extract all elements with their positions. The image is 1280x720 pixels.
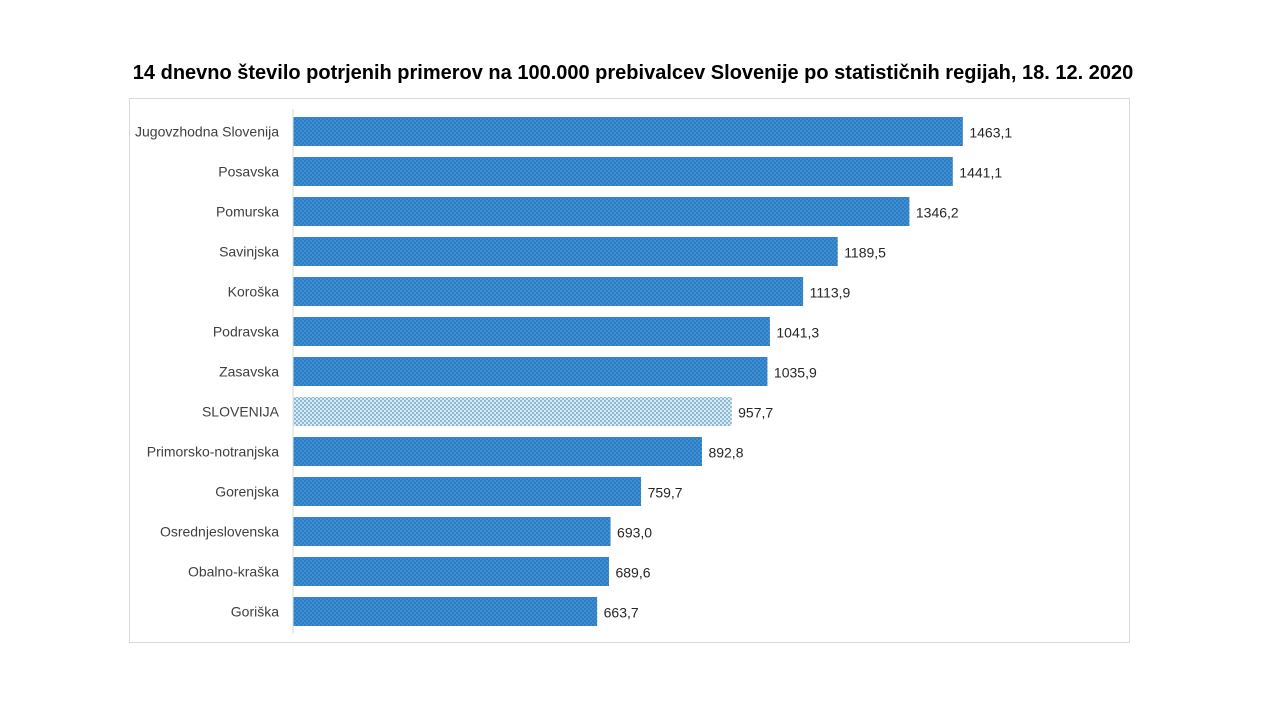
- bar: [293, 277, 804, 306]
- data-label: 663,7: [604, 605, 639, 621]
- bar: [293, 517, 611, 546]
- data-label: 1346,2: [916, 205, 959, 221]
- bar: [293, 317, 770, 346]
- category-label: Gorenjska: [215, 484, 279, 500]
- bar: [293, 117, 963, 146]
- category-label: Zasavska: [219, 364, 279, 380]
- data-label: 892,8: [708, 445, 743, 461]
- data-label: 1189,5: [844, 245, 886, 261]
- plot-area-frame: [129, 98, 1130, 643]
- category-label: Primorsko-notranjska: [147, 444, 279, 460]
- data-label: 693,0: [617, 525, 652, 541]
- bar: [293, 477, 642, 506]
- data-label: 1441,1: [959, 165, 1002, 181]
- bar: [293, 597, 598, 626]
- data-label: 759,7: [648, 485, 683, 501]
- category-label: Goriška: [231, 604, 279, 620]
- bar: [293, 557, 609, 586]
- category-label: Osrednjeslovenska: [160, 524, 279, 540]
- data-label: 957,7: [738, 405, 773, 421]
- bar: [293, 437, 702, 466]
- category-label: Koroška: [228, 284, 280, 300]
- bar: [293, 357, 768, 386]
- data-label: 1041,3: [776, 325, 819, 341]
- data-label: 689,6: [615, 565, 650, 581]
- category-label: Jugovzhodna Slovenija: [135, 124, 279, 140]
- category-label: Savinjska: [219, 244, 279, 260]
- bar: [293, 197, 910, 226]
- category-label: Pomurska: [216, 204, 279, 220]
- bar: [293, 157, 953, 186]
- bar-highlight: [293, 397, 732, 426]
- category-label: Podravska: [213, 324, 279, 340]
- category-label: Posavska: [218, 164, 279, 180]
- data-label: 1463,1: [969, 125, 1012, 141]
- data-label: 1113,9: [810, 285, 851, 301]
- data-label: 1035,9: [774, 365, 817, 381]
- category-label: SLOVENIJA: [202, 404, 280, 420]
- chart-title: 14 dnevno število potrjenih primerov na …: [132, 62, 1134, 84]
- category-label: Obalno-kraška: [188, 564, 279, 580]
- bar: [293, 237, 838, 266]
